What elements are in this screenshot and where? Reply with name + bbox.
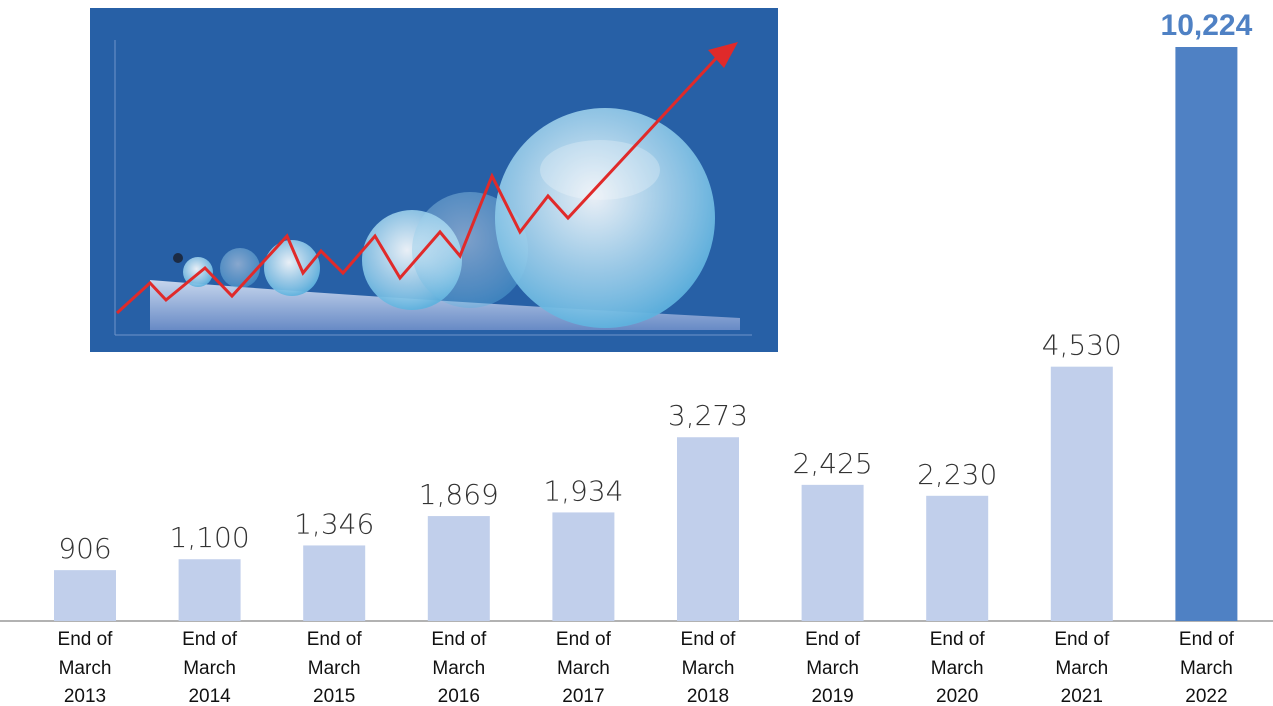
x-tick-label: End of March 2014 xyxy=(182,629,238,706)
bar xyxy=(303,545,366,621)
bar xyxy=(54,570,116,621)
x-tick-label: End of March 2018 xyxy=(680,629,736,706)
value-label: 1,934 xyxy=(543,474,623,507)
bar xyxy=(178,559,241,621)
value-label: 3,273 xyxy=(668,399,748,432)
value-label: 4,530 xyxy=(1042,329,1122,362)
bar xyxy=(677,437,739,621)
value-label: 2,425 xyxy=(793,447,873,480)
x-tick-label: End of March 2015 xyxy=(306,629,362,706)
x-tick-label: End of March 2016 xyxy=(431,629,487,706)
bar xyxy=(427,516,490,621)
value-label: 906 xyxy=(58,532,111,565)
x-tick-label: End of March 2013 xyxy=(57,629,113,706)
value-label: 1,100 xyxy=(170,521,250,554)
x-tick-label: End of March 2021 xyxy=(1054,629,1110,706)
value-label: 2,230 xyxy=(917,458,997,491)
value-label: 1,346 xyxy=(294,507,374,540)
bar xyxy=(926,495,989,621)
bar xyxy=(552,512,615,621)
value-label: 1,869 xyxy=(419,478,499,511)
x-tick-label: End of March 2022 xyxy=(1178,629,1234,706)
bar xyxy=(1175,47,1238,621)
x-tick-label: End of March 2020 xyxy=(929,629,985,706)
bar xyxy=(801,484,864,621)
bar xyxy=(1050,366,1113,621)
value-label: 10,224 xyxy=(1161,9,1253,42)
x-tick-label: End of March 2019 xyxy=(805,629,861,706)
illustration xyxy=(90,8,778,352)
x-tick-label: End of March 2017 xyxy=(555,629,611,706)
